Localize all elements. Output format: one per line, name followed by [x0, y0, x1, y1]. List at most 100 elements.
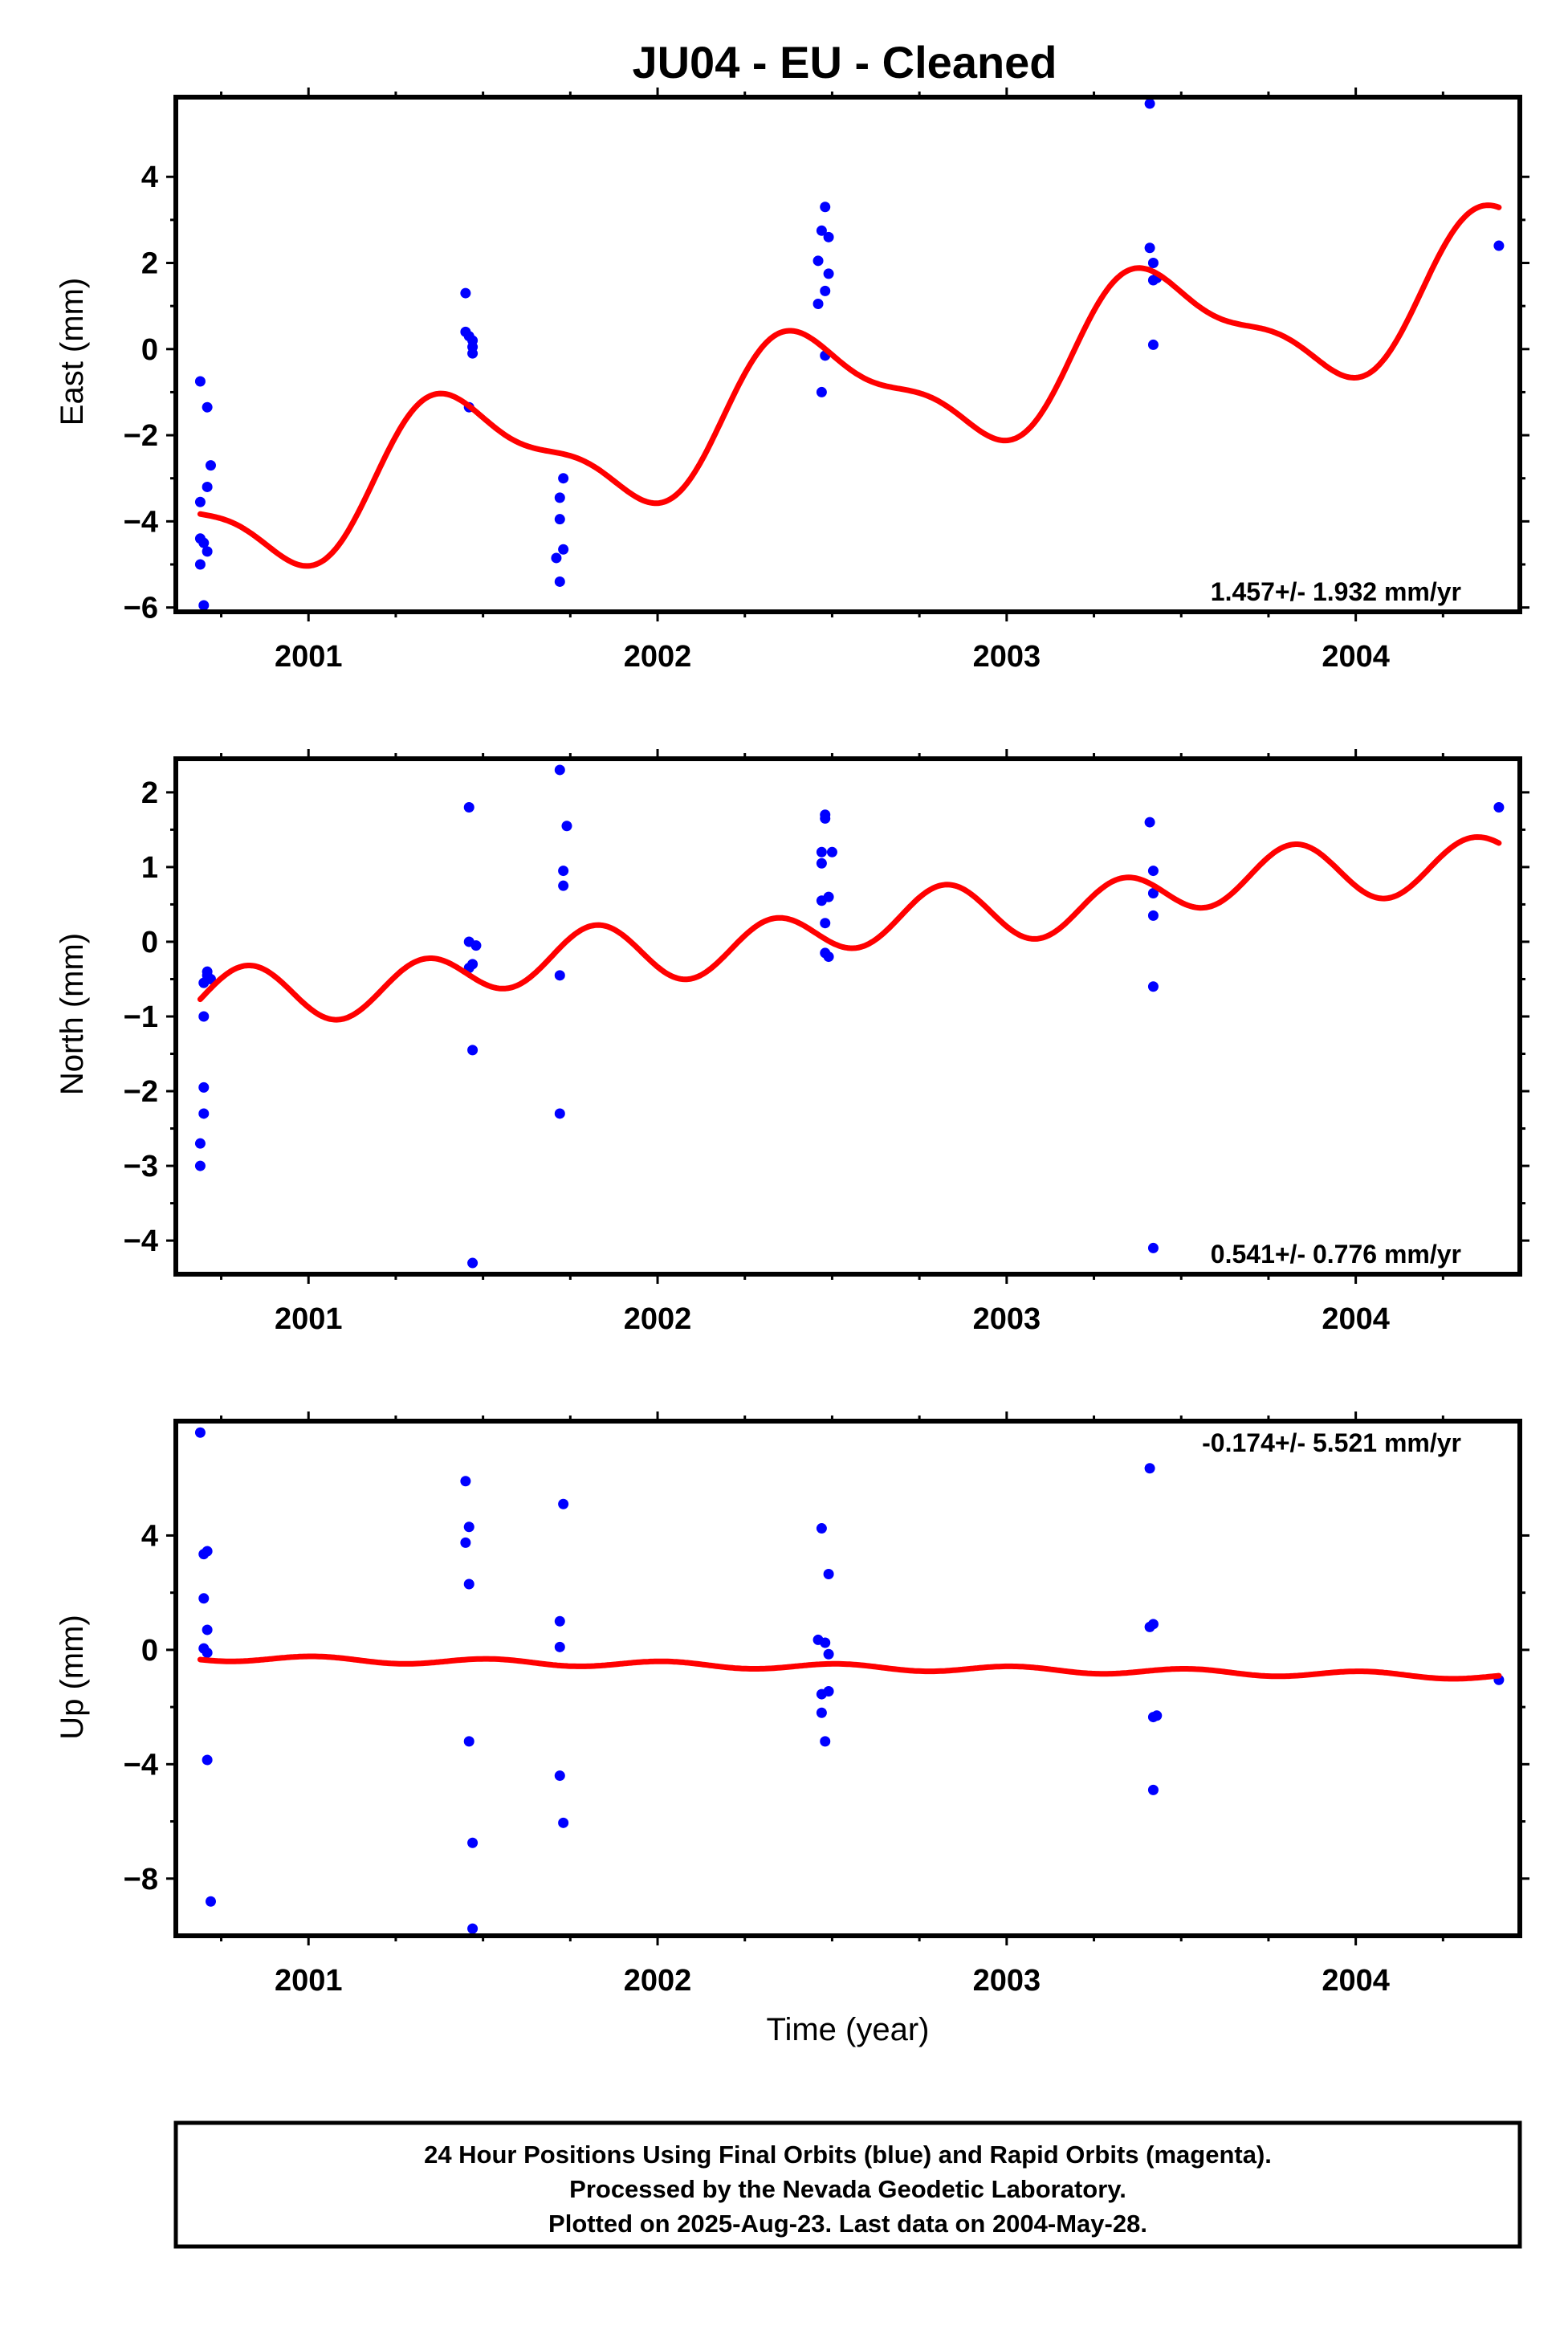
- north-points: [194, 764, 1505, 1269]
- data-point: [198, 1081, 210, 1093]
- data-point: [202, 1754, 213, 1766]
- north-rate-label: 0.541+/- 0.776 mm/yr: [1211, 1240, 1461, 1269]
- east-panel: East (mm) −6 −4 −2 0 2 4 2001 2002 2003 2004 1.4…: [55, 88, 1529, 674]
- data-point: [198, 1011, 210, 1022]
- data-point: [558, 1817, 569, 1828]
- data-point: [194, 559, 206, 570]
- data-point: [823, 951, 834, 963]
- footer-line-1: 24 Hour Positions Using Final Orbits (bl…: [424, 2141, 1272, 2169]
- data-point: [467, 1837, 479, 1848]
- xtick-label: 2002: [624, 640, 692, 674]
- east-xticks: 2001 2002 2003 2004: [220, 88, 1444, 674]
- xtick-label: 2002: [624, 1964, 692, 1998]
- data-point: [198, 1108, 210, 1119]
- east-ylabel: East (mm): [55, 278, 90, 426]
- data-point: [202, 1624, 213, 1635]
- data-point: [1147, 1619, 1159, 1630]
- xtick-label: 2003: [973, 1964, 1041, 1998]
- footer-line-2: Processed by the Nevada Geodetic Laborat…: [569, 2175, 1126, 2203]
- data-point: [561, 821, 572, 832]
- data-point: [460, 1537, 471, 1548]
- ytick-label: −6: [124, 592, 158, 625]
- data-point: [816, 846, 827, 857]
- data-point: [816, 1523, 827, 1534]
- data-point: [205, 1896, 216, 1907]
- data-point: [202, 546, 213, 557]
- data-point: [823, 268, 834, 279]
- chart-title: JU04 - EU - Cleaned: [632, 37, 1057, 88]
- data-point: [820, 202, 831, 213]
- data-point: [467, 959, 479, 970]
- data-point: [460, 1476, 471, 1487]
- north-yticks: −4 −3 −2 −1 0 1 2: [124, 776, 1529, 1258]
- data-point: [1147, 339, 1159, 350]
- data-point: [554, 1641, 565, 1652]
- data-point: [467, 1257, 479, 1269]
- up-fit-curve: [197, 1653, 1502, 1682]
- xtick-label: 2001: [275, 640, 343, 674]
- ytick-label: −4: [124, 1748, 158, 1782]
- data-point: [1144, 1463, 1155, 1474]
- data-point: [1144, 98, 1155, 109]
- north-frame: [173, 756, 1522, 1277]
- ytick-label: −4: [124, 505, 158, 539]
- ytick-label: 0: [141, 1634, 158, 1668]
- ytick-label: −8: [124, 1863, 158, 1896]
- up-ylabel: Up (mm): [55, 1615, 90, 1740]
- ytick-label: 0: [141, 333, 158, 367]
- data-point: [463, 1578, 474, 1590]
- data-point: [1493, 801, 1505, 813]
- east-points: [194, 98, 1505, 611]
- data-point: [554, 1770, 565, 1782]
- ytick-label: 4: [141, 161, 158, 194]
- data-point: [823, 891, 834, 902]
- xtick-label: 2004: [1322, 1964, 1390, 1998]
- footer-box: 24 Hour Positions Using Final Orbits (bl…: [173, 2120, 1522, 2249]
- data-point: [554, 514, 565, 525]
- data-point: [554, 1615, 565, 1627]
- data-point: [823, 1648, 834, 1660]
- xtick-label: 2001: [275, 1964, 343, 1998]
- ytick-label: 1: [141, 851, 158, 885]
- ytick-label: 2: [141, 776, 158, 810]
- data-point: [194, 1427, 206, 1438]
- up-frame: [173, 1419, 1522, 1938]
- data-point: [1147, 1784, 1159, 1795]
- data-point: [194, 1138, 206, 1149]
- footer-frame: [173, 2120, 1522, 2249]
- data-point: [820, 285, 831, 296]
- data-point: [816, 225, 827, 236]
- data-point: [470, 940, 482, 951]
- data-point: [198, 1593, 210, 1604]
- data-point: [816, 1707, 827, 1718]
- data-point: [820, 1736, 831, 1747]
- data-point: [1144, 242, 1155, 254]
- data-point: [816, 386, 827, 397]
- ytick-label: −1: [124, 1000, 158, 1034]
- ytick-label: 2: [141, 247, 158, 281]
- data-point: [1493, 240, 1505, 251]
- data-point: [463, 1521, 474, 1533]
- data-point: [202, 481, 213, 492]
- data-point: [1147, 258, 1159, 269]
- data-point: [194, 1160, 206, 1171]
- data-point: [813, 298, 824, 309]
- data-point: [820, 809, 831, 821]
- data-point: [554, 576, 565, 587]
- east-yticks: −6 −4 −2 0 2 4: [124, 161, 1529, 625]
- xtick-label: 2004: [1322, 1302, 1390, 1336]
- data-point: [202, 1647, 213, 1658]
- data-point: [198, 537, 210, 548]
- data-point: [463, 801, 474, 813]
- data-point: [194, 496, 206, 507]
- data-point: [205, 460, 216, 471]
- ytick-label: −3: [124, 1150, 158, 1183]
- xtick-label: 2001: [275, 1302, 343, 1336]
- east-fit-curve: [197, 202, 1502, 569]
- up-panel: Up (mm) −8 −4 0 4 2001 2002 2003 2004 -0.174+/…: [55, 1411, 1529, 1998]
- north-fit-curve: [197, 834, 1502, 1023]
- data-point: [467, 341, 479, 352]
- ytick-label: −2: [124, 1075, 158, 1109]
- up-rate-label: -0.174+/- 5.521 mm/yr: [1202, 1428, 1461, 1457]
